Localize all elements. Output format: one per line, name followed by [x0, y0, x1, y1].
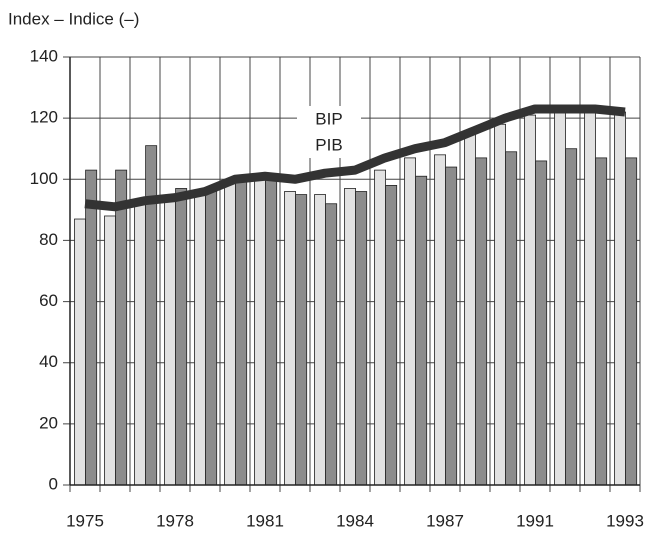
- y-tick-label: 120: [30, 108, 58, 127]
- bar: [524, 114, 537, 486]
- bar: [344, 188, 357, 486]
- bar: [385, 184, 398, 486]
- bar: [134, 200, 147, 486]
- bar: [74, 218, 87, 486]
- x-tick-label: 1987: [426, 511, 464, 530]
- line: [84, 104, 626, 212]
- bar: [475, 157, 488, 486]
- x-tick-label: 1993: [606, 511, 644, 530]
- bar: [415, 175, 428, 486]
- bar: [374, 169, 387, 486]
- bar: [104, 215, 117, 486]
- bar: [595, 157, 608, 486]
- y-tick-label: 20: [39, 413, 58, 432]
- annotation: BIP: [315, 109, 342, 128]
- y-tick-label: 0: [49, 474, 58, 493]
- bar: [355, 191, 368, 486]
- y-tick-label: 140: [30, 46, 58, 65]
- bar: [85, 169, 98, 486]
- bar: [445, 166, 458, 486]
- y-tick-label: 100: [30, 169, 58, 188]
- x-tick-label: 1991: [516, 511, 554, 530]
- bar: [224, 181, 237, 486]
- x-tick-label: 1978: [156, 511, 194, 530]
- bar: [584, 111, 597, 486]
- y-axis-label: Index – Indice (–): [8, 9, 139, 28]
- bar: [494, 123, 507, 486]
- bar: [254, 178, 267, 486]
- bar: [325, 203, 338, 486]
- bar: [565, 148, 578, 486]
- bar: [404, 157, 417, 486]
- bar: [194, 191, 207, 486]
- y-tick-label: 80: [39, 230, 58, 249]
- bar: [205, 191, 218, 486]
- bar: [265, 178, 278, 486]
- bar: [625, 157, 638, 486]
- bar: [115, 169, 128, 486]
- bar: [614, 111, 627, 486]
- y-tick-label: 40: [39, 352, 58, 371]
- bar: [434, 154, 447, 486]
- bar: [535, 160, 548, 486]
- bar: [314, 194, 327, 486]
- bar: [554, 111, 567, 486]
- annotation: PIB: [315, 135, 342, 154]
- bar: [235, 178, 248, 486]
- y-tick-label: 60: [39, 291, 58, 310]
- bar: [464, 129, 477, 486]
- bar: [295, 194, 308, 486]
- annotation-bg: [297, 106, 361, 158]
- bar: [505, 151, 518, 486]
- x-tick-label: 1984: [336, 511, 374, 530]
- bar: [284, 191, 297, 486]
- x-tick-label: 1981: [246, 511, 284, 530]
- x-tick-label: 1975: [66, 511, 104, 530]
- bar: [164, 197, 177, 486]
- bar: [175, 188, 188, 486]
